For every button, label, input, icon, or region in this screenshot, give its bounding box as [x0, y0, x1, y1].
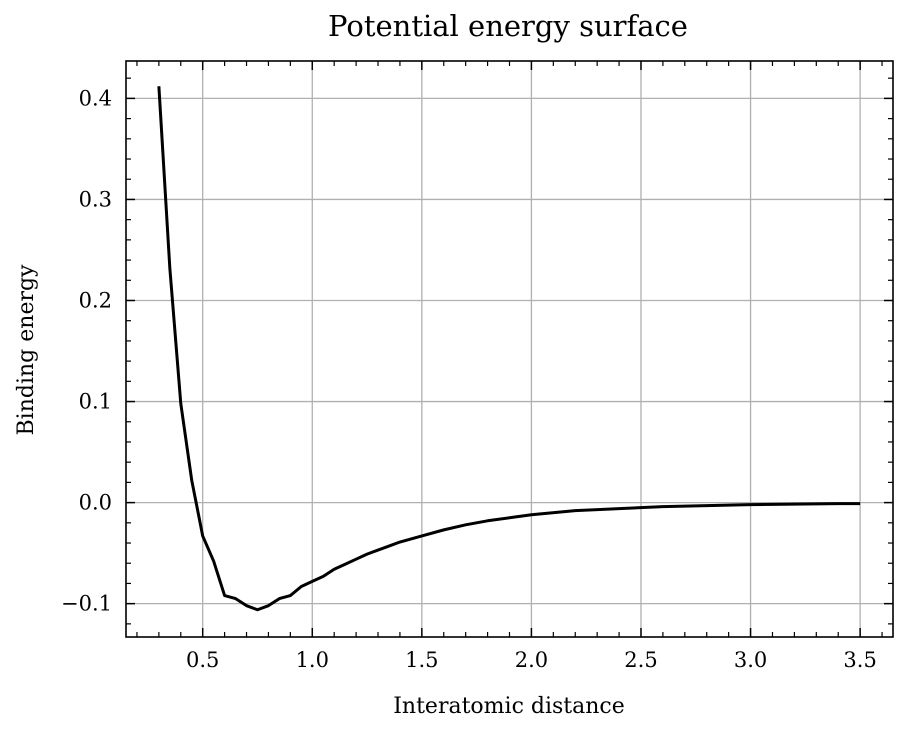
y-tick-label: 0.4	[79, 86, 112, 110]
x-axis-label: Interatomic distance	[393, 694, 625, 719]
x-tick-label: 2.0	[515, 648, 548, 672]
x-tick-label: 2.5	[624, 648, 657, 672]
series-line	[157, 86, 861, 612]
x-tick-label: 0.5	[186, 648, 219, 672]
series-layer	[157, 86, 861, 612]
chart-title: Potential energy surface	[328, 9, 688, 43]
x-tick-label: 3.0	[734, 648, 767, 672]
plot-frame	[125, 60, 894, 638]
y-tick-label: 0.1	[79, 390, 112, 414]
x-tick-label: 1.5	[405, 648, 438, 672]
y-tick-label: 0.2	[79, 288, 112, 312]
x-tick-label: 3.5	[843, 648, 876, 672]
x-tick-label: 1.0	[296, 648, 329, 672]
grid-lines	[126, 61, 893, 637]
y-tick-label: −0.1	[61, 592, 112, 616]
y-tick-label: 0.0	[79, 491, 112, 515]
axis-ticks	[126, 61, 893, 637]
tick-labels: 0.5 1.0 1.5 2.0 2.5 3.0 3.5 −0.1 0.0 0.1 0.2 0.3 0.4	[61, 86, 877, 672]
y-tick-label: 0.3	[79, 187, 112, 211]
y-axis-label: Binding energy	[14, 264, 39, 436]
